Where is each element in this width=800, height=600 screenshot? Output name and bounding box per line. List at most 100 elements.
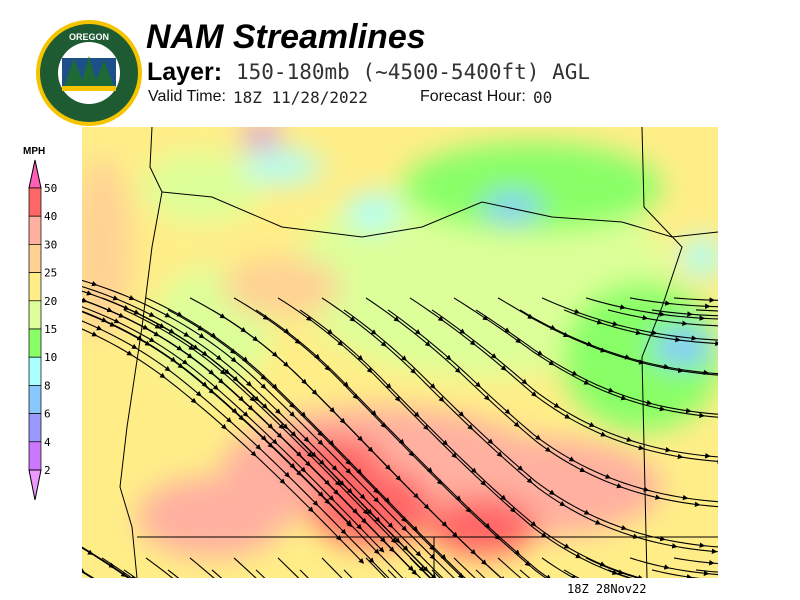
streamline bbox=[664, 538, 706, 548]
streamline bbox=[141, 339, 177, 363]
streamline bbox=[695, 309, 718, 312]
streamline bbox=[475, 569, 486, 578]
streamline bbox=[138, 313, 175, 334]
streamline bbox=[323, 464, 353, 494]
streamline bbox=[322, 495, 352, 526]
streamline bbox=[82, 290, 93, 296]
legend-bin bbox=[28, 328, 42, 358]
streamline bbox=[333, 411, 364, 442]
streamline bbox=[403, 443, 433, 474]
streamline bbox=[637, 536, 678, 549]
streamline bbox=[518, 426, 552, 453]
streamline bbox=[568, 547, 606, 567]
streamline bbox=[398, 320, 431, 347]
streamline bbox=[373, 562, 390, 578]
streamline bbox=[535, 525, 570, 549]
streamline bbox=[145, 557, 179, 578]
streamline bbox=[350, 472, 380, 503]
streamline bbox=[497, 297, 534, 319]
streamline bbox=[390, 387, 420, 418]
wind-speed-region bbox=[137, 477, 287, 557]
legend-bin bbox=[28, 356, 42, 386]
streamline bbox=[360, 528, 385, 553]
streamline bbox=[703, 415, 718, 418]
streamline bbox=[405, 359, 436, 389]
streamline bbox=[167, 569, 180, 578]
streamline bbox=[563, 569, 580, 578]
streamline bbox=[446, 525, 477, 555]
streamline bbox=[131, 354, 166, 379]
streamline bbox=[446, 444, 477, 474]
streamline bbox=[276, 443, 307, 473]
legend-bin bbox=[28, 413, 42, 443]
streamline bbox=[96, 335, 133, 356]
streamline bbox=[284, 483, 314, 513]
legend-bin bbox=[28, 215, 42, 245]
streamline bbox=[378, 553, 408, 578]
streamline bbox=[474, 553, 506, 578]
streamline bbox=[300, 455, 330, 486]
streamline bbox=[375, 414, 405, 445]
streamline bbox=[431, 471, 462, 502]
streamline bbox=[317, 504, 347, 535]
streamline bbox=[601, 322, 642, 336]
streamline bbox=[113, 566, 131, 578]
wind-speed-region bbox=[82, 157, 132, 337]
streamline bbox=[690, 410, 718, 415]
streamline bbox=[418, 416, 448, 446]
streamline bbox=[377, 501, 408, 532]
streamline bbox=[101, 329, 138, 350]
streamline bbox=[118, 322, 155, 343]
streamline bbox=[676, 546, 718, 554]
streamline bbox=[604, 350, 645, 365]
wind-speed-region bbox=[222, 257, 342, 317]
streamline bbox=[343, 309, 377, 335]
streamline bbox=[293, 406, 324, 437]
streamline bbox=[489, 527, 521, 556]
streamline bbox=[233, 297, 269, 320]
streamline bbox=[409, 557, 431, 578]
streamline bbox=[312, 511, 342, 541]
streamline bbox=[455, 457, 487, 486]
streamline bbox=[328, 484, 358, 515]
streamline bbox=[145, 297, 183, 317]
streamline-map bbox=[82, 127, 718, 578]
streamline bbox=[266, 407, 297, 437]
streamline bbox=[164, 377, 197, 404]
streamline bbox=[629, 297, 671, 306]
wind-speed-fill bbox=[82, 127, 718, 578]
streamline bbox=[351, 492, 381, 523]
streamline bbox=[409, 297, 444, 322]
streamline bbox=[462, 415, 494, 445]
streamline bbox=[442, 320, 476, 346]
streamline bbox=[82, 328, 98, 337]
streamline bbox=[585, 557, 624, 575]
streamline bbox=[153, 315, 190, 337]
streamline bbox=[607, 309, 649, 321]
streamline bbox=[475, 309, 511, 333]
streamline bbox=[520, 342, 555, 366]
legend-bin bbox=[28, 441, 42, 471]
streamline bbox=[193, 349, 226, 375]
streamline bbox=[237, 380, 268, 409]
legend-bin bbox=[28, 385, 42, 414]
valid-time-label: Valid Time: bbox=[148, 88, 226, 105]
streamline bbox=[288, 332, 321, 360]
streamline bbox=[464, 332, 497, 359]
streamline bbox=[453, 557, 476, 578]
streamline bbox=[82, 279, 98, 287]
streamline bbox=[669, 449, 711, 459]
streamline bbox=[484, 484, 516, 513]
streamline bbox=[250, 385, 281, 415]
streamline bbox=[668, 366, 710, 376]
streamline bbox=[288, 476, 319, 506]
streamline bbox=[114, 325, 151, 346]
streamline bbox=[629, 557, 670, 570]
streamline bbox=[659, 497, 701, 508]
streamline bbox=[492, 443, 524, 471]
streamline bbox=[299, 309, 333, 335]
streamline bbox=[211, 569, 223, 578]
streamline bbox=[200, 395, 232, 423]
streamline bbox=[188, 335, 222, 361]
streamline bbox=[624, 307, 666, 317]
